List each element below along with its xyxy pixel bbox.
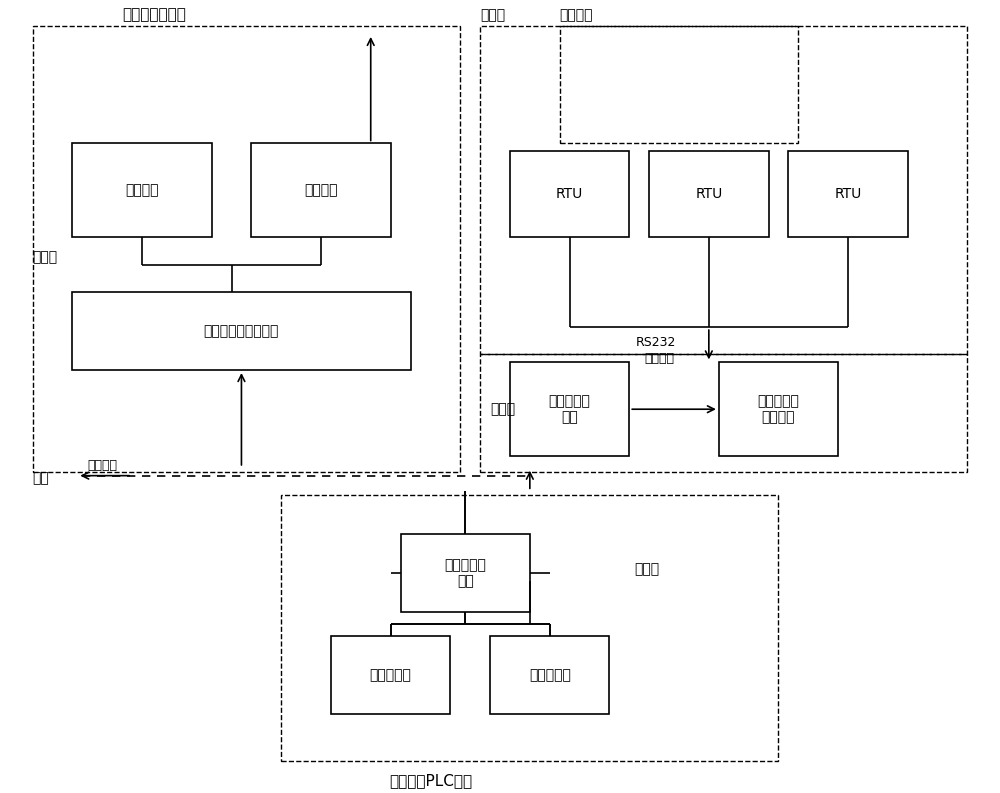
Text: RS232: RS232	[636, 336, 677, 349]
Text: 生产数据: 生产数据	[644, 352, 674, 365]
Text: 光纤: 光纤	[33, 471, 49, 485]
Text: 现场上位机: 现场上位机	[370, 668, 412, 682]
Text: RTU: RTU	[556, 187, 583, 201]
Text: 现场上位机: 现场上位机	[529, 668, 571, 682]
Bar	[72, 144, 212, 237]
Text: RTU: RTU	[834, 187, 862, 201]
Text: 操作员站: 操作员站	[304, 183, 338, 197]
Bar	[510, 362, 629, 456]
Text: 操作员站: 操作员站	[125, 183, 159, 197]
Bar	[510, 151, 629, 237]
Text: 光纤环网交
换机: 光纤环网交 换机	[444, 558, 486, 588]
Text: 生产网: 生产网	[33, 250, 58, 264]
Text: 生产网: 生产网	[634, 562, 659, 577]
Bar	[401, 534, 530, 612]
Text: 生产数据: 生产数据	[87, 459, 117, 472]
Bar	[33, 26, 460, 472]
Text: 输油队站控系统: 输油队站控系统	[122, 7, 186, 22]
Text: 通讯网关接总线阀门: 通讯网关接总线阀门	[204, 324, 279, 338]
Bar	[251, 144, 391, 237]
Bar	[490, 636, 609, 714]
Bar	[719, 362, 838, 456]
Bar	[788, 151, 908, 237]
Text: RTU: RTU	[695, 187, 722, 201]
Text: 生产数据: 生产数据	[560, 8, 593, 22]
Bar	[649, 151, 769, 237]
Bar	[480, 354, 967, 472]
Bar	[331, 636, 450, 714]
Bar	[560, 26, 798, 144]
Text: 罐区现场PLC系统: 罐区现场PLC系统	[389, 772, 472, 787]
Bar	[281, 495, 778, 761]
Bar	[480, 26, 967, 354]
Text: 数据采集服
务器: 数据采集服 务器	[549, 394, 591, 424]
Text: 生产网: 生产网	[480, 8, 505, 22]
Bar	[72, 292, 411, 370]
Text: 调度优化系
统服务器: 调度优化系 统服务器	[758, 394, 799, 424]
Text: 办公网: 办公网	[490, 402, 515, 416]
